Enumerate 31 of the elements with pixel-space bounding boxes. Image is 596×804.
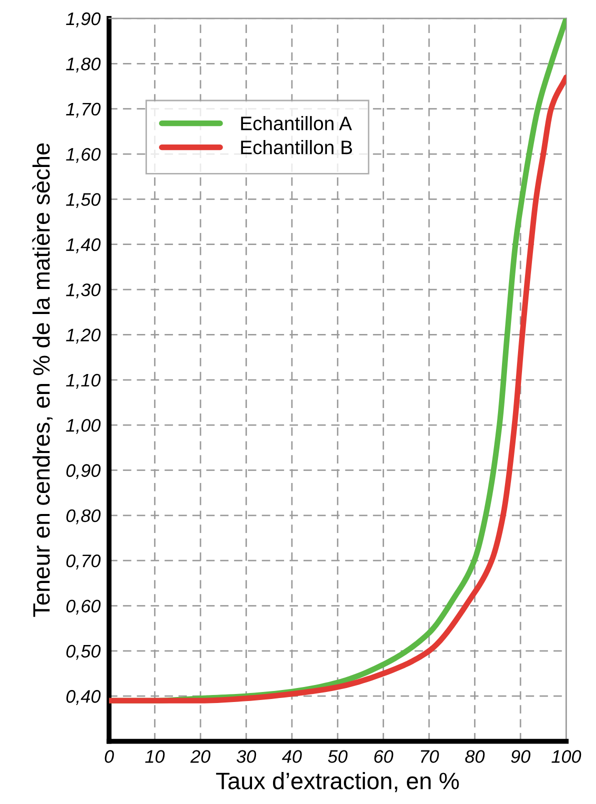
x-tick-label: 30 bbox=[236, 750, 256, 763]
y-axis-title: Teneur en cendres, en % de la matière sèche bbox=[32, 143, 53, 617]
y-tick-label: 1,30 bbox=[66, 283, 101, 298]
x-tick-label: 50 bbox=[328, 750, 348, 763]
y-tick-label: 0,90 bbox=[66, 464, 101, 480]
legend-label: Echantillon B bbox=[241, 140, 352, 154]
y-tick-label: 1,40 bbox=[66, 238, 101, 254]
x-tick-label: 100 bbox=[552, 750, 582, 763]
legend-label: Echantillon A bbox=[241, 116, 352, 130]
y-tick-label: 0,60 bbox=[66, 600, 101, 615]
y-tick-label: 1,80 bbox=[66, 58, 101, 73]
y-tick-label: 1,00 bbox=[66, 419, 101, 434]
x-tick-label: 90 bbox=[511, 750, 530, 763]
y-tick-label: 1,10 bbox=[66, 374, 101, 389]
y-tick-label: 1,90 bbox=[66, 12, 101, 28]
y-tick-label: 1,50 bbox=[66, 193, 101, 208]
y-tick-label: 1,60 bbox=[66, 148, 101, 163]
x-tick-label: 10 bbox=[145, 750, 165, 763]
y-tick-label: 0,40 bbox=[66, 690, 101, 705]
y-tick-label: 1,70 bbox=[66, 102, 101, 118]
x-tick-label: 70 bbox=[420, 750, 439, 763]
y-tick-label: 1,20 bbox=[66, 328, 101, 344]
x-tick-label: 80 bbox=[465, 750, 485, 763]
y-tick-label: 0,50 bbox=[66, 644, 101, 660]
y-tick-label: 0,80 bbox=[66, 509, 101, 524]
x-tick-label: 20 bbox=[190, 750, 210, 763]
x-tick-label: 60 bbox=[374, 750, 394, 763]
x-tick-label: 0 bbox=[104, 750, 114, 763]
x-tick-label: 40 bbox=[282, 750, 302, 763]
x-axis-title: Taux d’extraction, en % bbox=[216, 772, 459, 792]
y-tick-label: 0,70 bbox=[66, 554, 101, 570]
